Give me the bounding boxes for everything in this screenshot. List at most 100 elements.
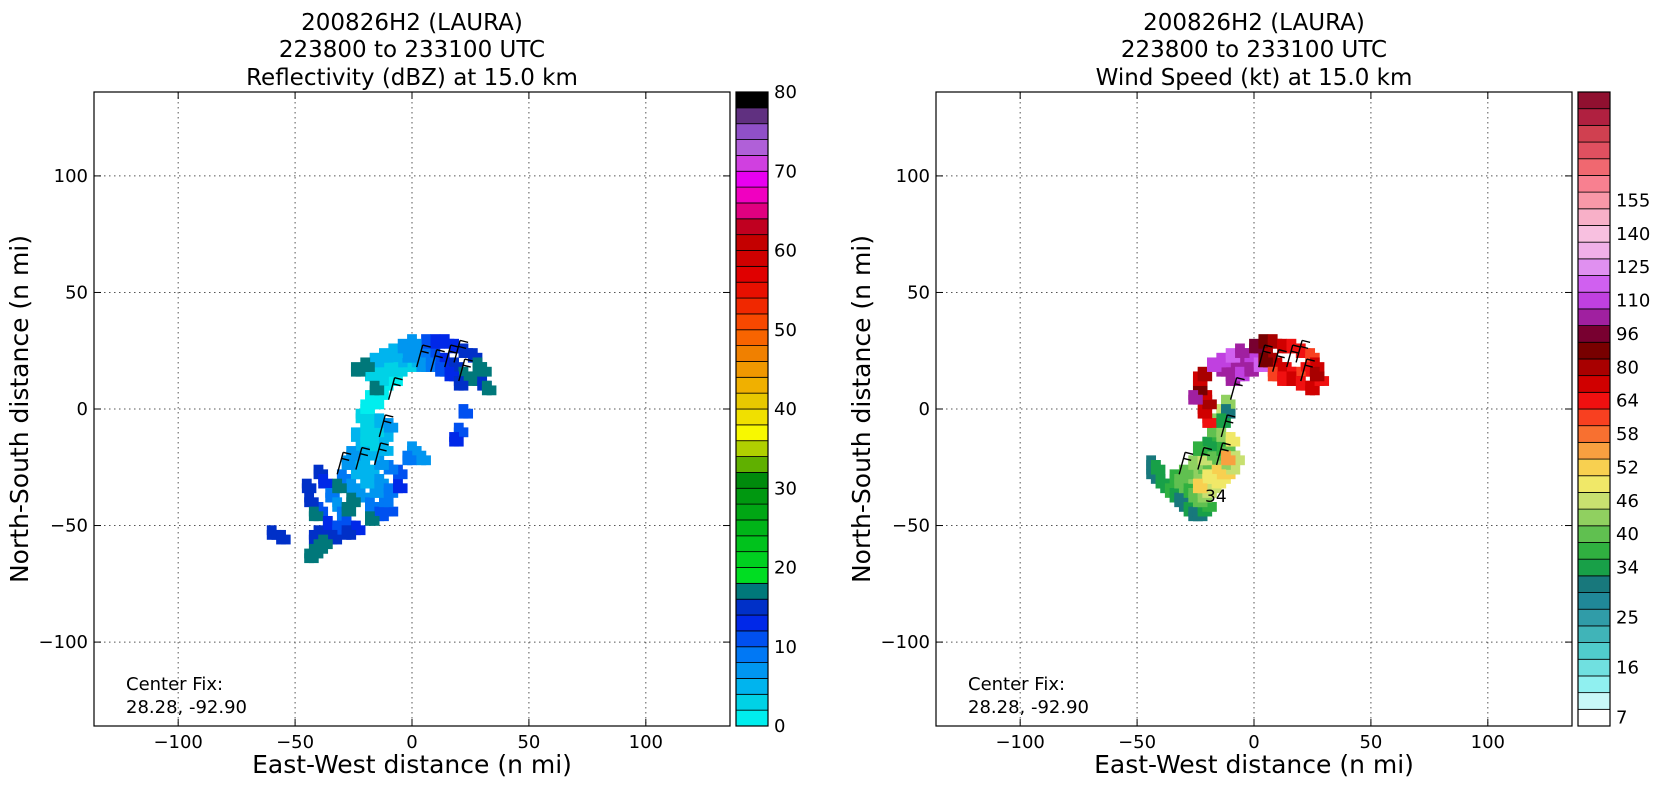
colorbar-swatch xyxy=(1577,375,1611,393)
colorbar-swatch xyxy=(1577,642,1611,660)
wind-barb-flag xyxy=(420,350,429,354)
colorbar-swatch xyxy=(735,170,769,188)
wind-barb xyxy=(1295,340,1303,363)
x-axis-ticks: −100 −50 0 50 100 xyxy=(153,92,663,753)
wind-barb-flag xyxy=(1234,382,1243,387)
data-cell xyxy=(1216,427,1227,438)
colorbar-swatch xyxy=(1577,325,1611,343)
colorbar-tick-label: 58 xyxy=(1616,424,1639,445)
wind-barb xyxy=(1197,447,1205,470)
colorbar-swatch xyxy=(1577,308,1611,326)
wind-barb-flag xyxy=(422,344,431,348)
colorbar-swatch xyxy=(1577,508,1611,527)
panel-title-line-2: 223800 to 233100 UTC xyxy=(279,37,545,63)
panel-title-line-3: Reflectivity (dBZ) at 15.0 km xyxy=(246,65,578,91)
colorbar-tick-label: 80 xyxy=(774,82,797,103)
data-cell xyxy=(416,357,427,368)
colorbar-swatch xyxy=(735,154,769,172)
colorbar-swatch xyxy=(735,424,769,442)
colorbar-swatch xyxy=(735,123,769,140)
data-cell xyxy=(1225,432,1236,442)
data-cell xyxy=(379,348,389,358)
data-cell xyxy=(444,366,455,377)
data-cell xyxy=(1235,343,1245,354)
wind-barb xyxy=(416,344,424,368)
colorbar-swatch xyxy=(1577,291,1611,310)
colorbar-swatch xyxy=(735,614,769,632)
colorbar-swatch xyxy=(1577,458,1611,477)
wind-barb-flag xyxy=(434,355,443,359)
colorbar-swatch xyxy=(735,503,769,521)
wind-barb-flag xyxy=(359,452,369,457)
colorbar-tick-label: 30 xyxy=(774,478,797,499)
data-cell xyxy=(1221,404,1231,414)
data-cell xyxy=(332,497,343,508)
center-fix-value: 28.28, -92.90 xyxy=(126,697,247,718)
data-cell xyxy=(425,357,436,368)
y-tick-label: 50 xyxy=(907,282,930,303)
wind-barb-flag xyxy=(436,349,445,353)
colorbar-tick-label: 25 xyxy=(1616,608,1639,629)
colorbar-swatch xyxy=(735,646,769,664)
y-tick-label: 100 xyxy=(896,166,930,187)
colorbar-tick-label: 50 xyxy=(774,320,797,341)
data-cell xyxy=(322,515,333,526)
wind-barb-flag xyxy=(1292,344,1301,348)
wind-barb xyxy=(1215,442,1224,466)
data-cell xyxy=(458,404,469,414)
colorbar-swatch xyxy=(735,582,769,600)
colorbar-swatch xyxy=(735,551,769,568)
data-cell xyxy=(439,352,450,363)
data-cell xyxy=(1258,334,1269,344)
wind-barb xyxy=(1220,414,1228,438)
colorbar-swatch xyxy=(1577,108,1611,126)
data-cell xyxy=(1286,371,1297,382)
wind-speed-panel: 200826H2 (LAURA) 223800 to 233100 UTC Wi… xyxy=(847,10,1650,779)
wind-barb-flag xyxy=(1185,451,1194,455)
colorbar-tick-label: 110 xyxy=(1616,291,1650,312)
data-cell xyxy=(388,343,399,354)
colorbar-tick-label: 7 xyxy=(1616,708,1627,729)
colorbar-swatch xyxy=(1577,158,1611,176)
wind-barb xyxy=(444,344,452,368)
data-cell xyxy=(449,432,459,442)
data-cell xyxy=(369,436,380,447)
x-tick-label: −50 xyxy=(276,732,314,753)
data-cell xyxy=(301,478,312,489)
colorbar-swatch xyxy=(735,693,769,711)
wind-barb-flag xyxy=(1225,420,1234,424)
colorbar-swatch xyxy=(1577,708,1611,727)
colorbar-swatch xyxy=(735,709,769,727)
data-cell xyxy=(360,432,371,442)
center-fix-value: 28.28, -92.90 xyxy=(968,697,1089,718)
wind-barb-flag xyxy=(341,457,350,461)
data-cell xyxy=(327,529,338,540)
reflectivity-colorbar: 0 10 20 30 40 50 60 70 80 xyxy=(735,82,797,737)
data-cell xyxy=(346,478,357,489)
y-axis-label: North-South distance (n mi) xyxy=(847,235,876,583)
data-cell xyxy=(439,334,450,344)
colorbar-swatch xyxy=(1577,241,1611,260)
data-cell xyxy=(458,366,469,377)
wind-barb-flag xyxy=(1301,339,1311,344)
colorbar-swatch xyxy=(1577,492,1611,510)
colorbar-tick-label: 10 xyxy=(774,637,797,658)
wind-speed-colorbar: 7 16 25 34 40 46 52 58 64 80 96 110 125 140 155 xyxy=(1577,91,1650,729)
colorbar-swatch xyxy=(735,202,769,220)
reflectivity-panel: 200826H2 (LAURA) 223800 to 233100 UTC Re… xyxy=(5,10,797,779)
colorbar-swatch xyxy=(1577,225,1611,243)
data-cell xyxy=(1197,366,1208,377)
colorbar-swatch xyxy=(1577,592,1611,610)
data-cell xyxy=(1202,469,1213,480)
colorbar-swatch xyxy=(1577,575,1611,593)
colorbar-tick-label: 46 xyxy=(1616,491,1639,512)
wind-barbs xyxy=(336,339,473,475)
colorbar-tick-label: 140 xyxy=(1616,224,1650,245)
data-cell xyxy=(365,464,375,475)
data-cell xyxy=(402,450,413,461)
wind-barb-flag xyxy=(1262,350,1271,354)
colorbar-tick-label: 34 xyxy=(1616,558,1639,579)
colorbar-tick-label: 16 xyxy=(1616,658,1639,679)
colorbar-swatch xyxy=(1577,625,1611,643)
x-axis-ticks: −100 −50 0 50 100 xyxy=(995,92,1505,753)
